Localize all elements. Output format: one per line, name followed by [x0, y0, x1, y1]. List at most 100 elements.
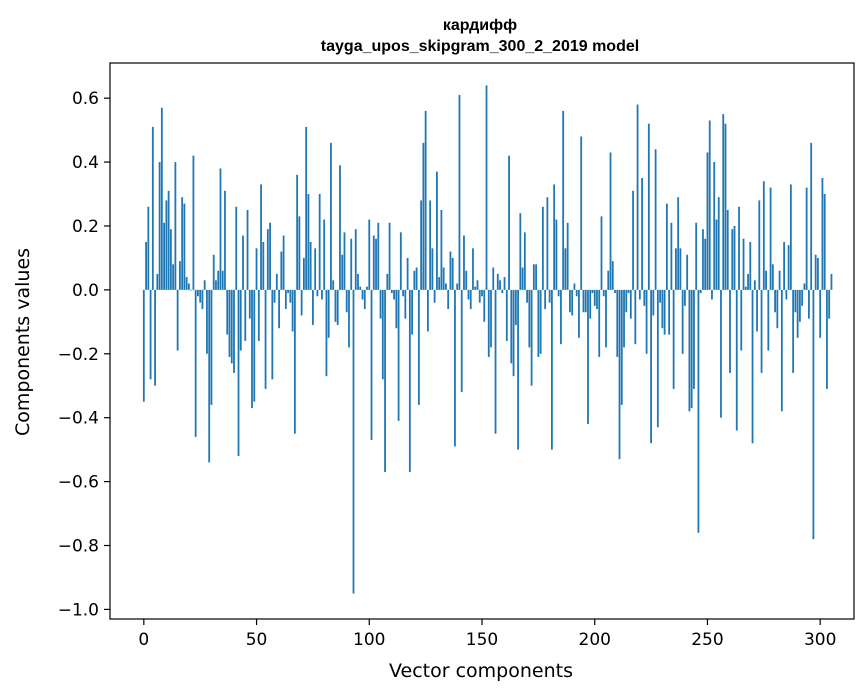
bar	[510, 289, 513, 364]
bar	[379, 289, 382, 319]
bar	[424, 110, 427, 290]
bar	[246, 209, 249, 290]
bar	[372, 235, 375, 290]
bar	[278, 289, 280, 329]
bar	[828, 289, 831, 319]
bar	[275, 273, 278, 290]
bar	[733, 225, 736, 290]
bar	[776, 289, 779, 329]
bar	[384, 289, 386, 473]
bar	[499, 280, 501, 290]
bar	[149, 289, 152, 380]
bar	[753, 280, 756, 290]
bar	[623, 289, 625, 348]
chart-subtitle: tayga_upos_skipgram_300_2_2019 model	[321, 38, 639, 55]
chart-title: кардифф	[443, 17, 517, 34]
bar	[674, 248, 677, 290]
bar	[490, 289, 492, 348]
bar	[562, 110, 565, 290]
bar	[647, 123, 650, 290]
bar	[404, 289, 407, 319]
bar	[600, 216, 603, 290]
bar	[774, 289, 776, 313]
bar	[519, 213, 522, 290]
bar	[478, 289, 481, 303]
y-tick-label: −0.2	[58, 345, 99, 365]
bar	[672, 289, 675, 389]
bar	[557, 289, 560, 297]
bar	[352, 289, 355, 594]
bar	[323, 219, 326, 290]
bar	[251, 289, 253, 409]
bar	[354, 229, 357, 290]
bar	[706, 152, 709, 290]
bar	[684, 289, 686, 306]
bar	[341, 254, 344, 290]
bar	[587, 289, 589, 425]
bar	[609, 152, 612, 290]
bar	[620, 289, 623, 405]
bar	[711, 289, 713, 300]
bar	[176, 289, 179, 351]
bar	[596, 289, 598, 310]
bar	[420, 200, 423, 290]
bar	[208, 289, 211, 463]
bar	[535, 264, 538, 290]
bar	[792, 289, 795, 373]
bar	[436, 171, 438, 290]
bar	[638, 289, 641, 300]
bar	[616, 289, 619, 357]
bar	[598, 289, 601, 357]
bar	[206, 289, 208, 354]
bar	[720, 289, 722, 418]
bar	[492, 267, 495, 290]
bar	[654, 149, 657, 290]
bar	[810, 142, 813, 290]
bar	[174, 162, 177, 290]
bar	[212, 254, 215, 290]
bar	[738, 206, 740, 290]
bar	[197, 289, 199, 297]
bar	[300, 289, 303, 316]
bar	[370, 289, 373, 441]
bar	[645, 289, 648, 354]
bar	[465, 270, 468, 290]
bar	[729, 289, 731, 373]
bar	[528, 289, 531, 348]
bar	[467, 289, 470, 300]
bar	[625, 289, 628, 313]
bar	[302, 257, 305, 290]
bar	[715, 219, 718, 290]
bar	[377, 222, 380, 290]
bar	[357, 273, 359, 290]
y-tick-label: −0.4	[58, 409, 99, 429]
bar	[165, 200, 168, 290]
bar	[821, 178, 824, 290]
bar	[388, 222, 391, 290]
bar	[474, 286, 477, 290]
bar	[183, 203, 186, 290]
bar	[402, 289, 404, 297]
bar	[375, 238, 377, 290]
bar	[575, 289, 578, 297]
bar	[330, 142, 332, 290]
bar	[656, 289, 659, 428]
bar	[778, 270, 781, 290]
bar	[226, 289, 229, 335]
bar	[194, 289, 197, 437]
bar	[796, 289, 799, 338]
bar	[717, 197, 720, 290]
bar	[348, 289, 350, 348]
bar	[458, 94, 461, 290]
y-tick-label: −1.0	[58, 600, 99, 620]
bar	[399, 232, 402, 290]
bar	[442, 267, 445, 290]
bar	[431, 248, 434, 290]
bar	[282, 235, 285, 290]
bar	[156, 273, 159, 290]
bar	[287, 289, 290, 294]
bar	[514, 289, 517, 326]
bar	[280, 251, 283, 290]
bar	[345, 289, 348, 313]
